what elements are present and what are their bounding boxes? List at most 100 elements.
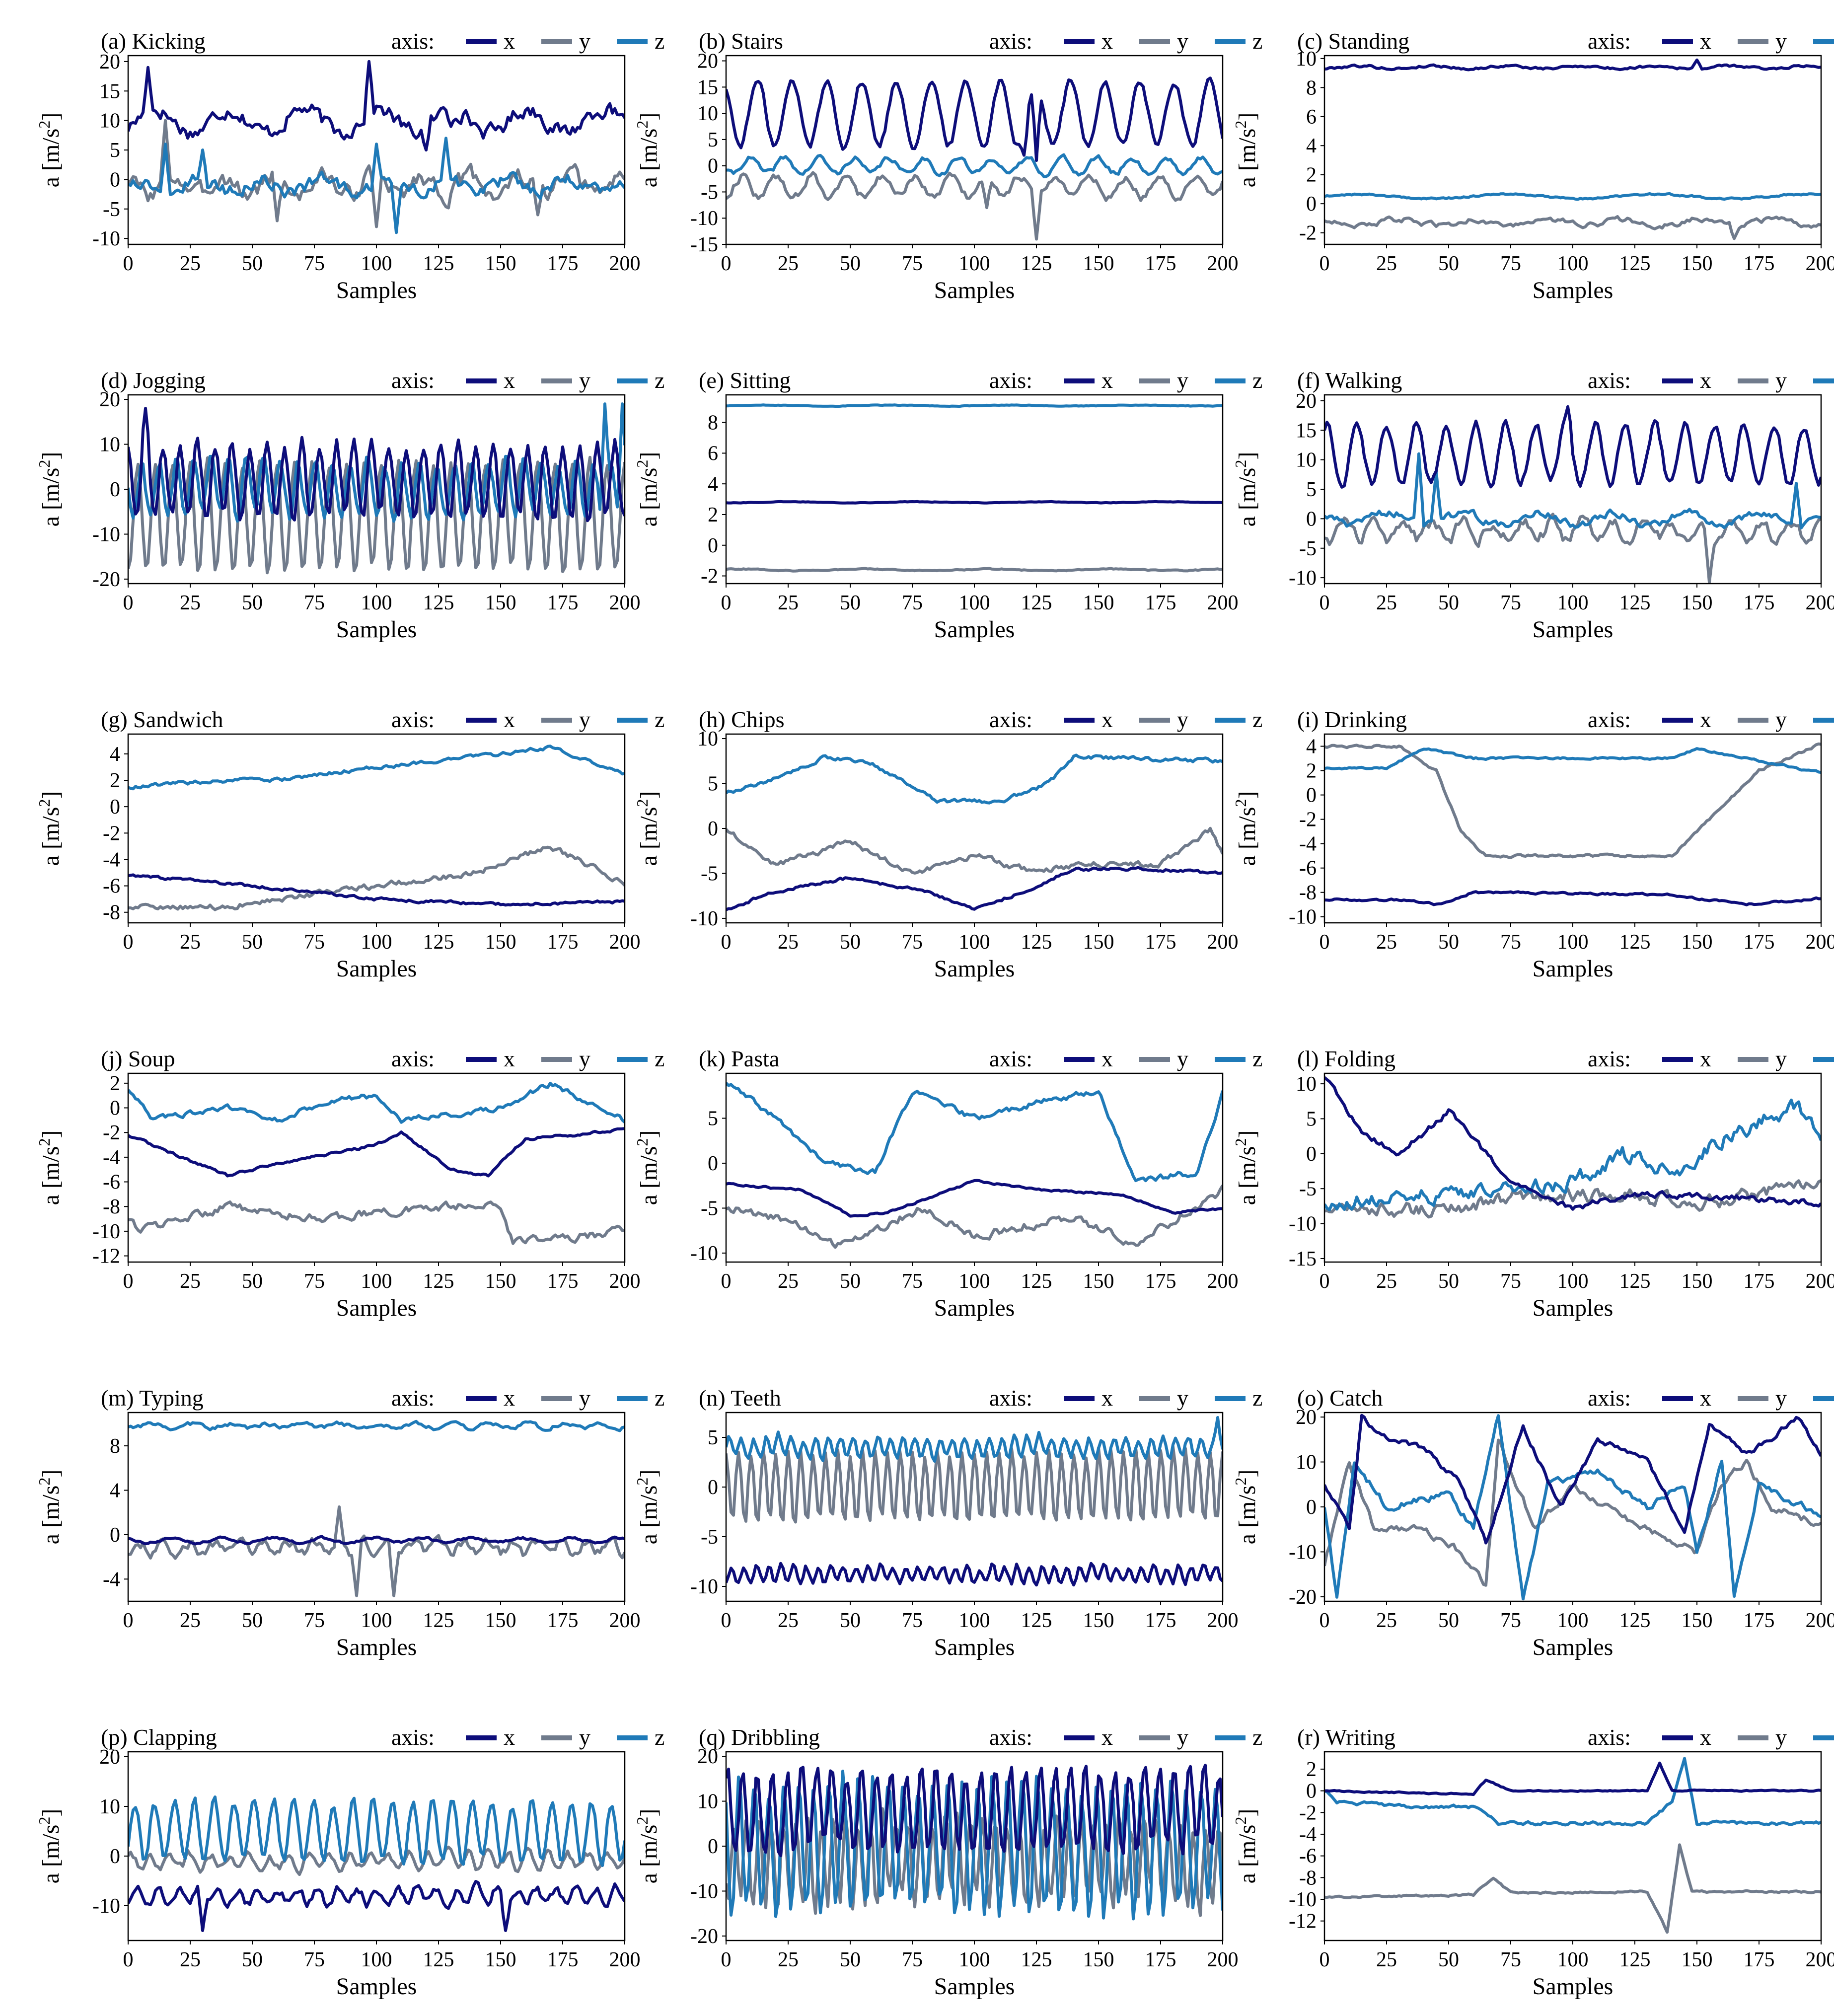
series-group bbox=[726, 1764, 1223, 1921]
subplot-title: (k) Pasta bbox=[699, 1046, 779, 1071]
subplot-title: (b) Stairs bbox=[699, 28, 783, 54]
series-group bbox=[128, 1419, 625, 1597]
legend-entry-x: x bbox=[504, 1046, 515, 1071]
x-tick-label: 150 bbox=[485, 931, 516, 954]
x-tick-label: 175 bbox=[1744, 1948, 1775, 1971]
legend-entry-x: x bbox=[504, 368, 515, 393]
x-axis-label: Samples bbox=[1533, 616, 1614, 643]
x-tick-label: 125 bbox=[1619, 252, 1651, 275]
legend-entry-x: x bbox=[1700, 1724, 1711, 1750]
series-group bbox=[726, 403, 1223, 573]
y-tick-label: -10 bbox=[1289, 567, 1317, 590]
x-tick-label: 200 bbox=[609, 592, 641, 614]
legend: axis:xyz bbox=[1588, 28, 1834, 54]
y-axis-label: a [m/s2] bbox=[633, 1130, 662, 1205]
x-tick-label: 150 bbox=[1083, 592, 1114, 614]
x-tick-label: 200 bbox=[1207, 931, 1239, 954]
series-line-z bbox=[1324, 1757, 1821, 1827]
x-tick-label: 100 bbox=[1557, 592, 1589, 614]
subplot-title: (l) Folding bbox=[1297, 1046, 1395, 1071]
x-tick-label: 0 bbox=[721, 1609, 732, 1632]
legend-label: axis: bbox=[1588, 1385, 1631, 1411]
y-axis-label: a [m/s2] bbox=[633, 452, 662, 527]
x-tick-label: 200 bbox=[1806, 931, 1834, 954]
x-tick-label: 150 bbox=[1083, 252, 1114, 275]
series-line-y bbox=[726, 1185, 1223, 1249]
x-tick-label: 175 bbox=[1145, 252, 1176, 275]
legend-label: axis: bbox=[391, 1385, 435, 1411]
x-tick-label: 25 bbox=[180, 592, 201, 614]
legend-entry-x: x bbox=[1700, 28, 1711, 54]
y-tick-label: -5 bbox=[701, 181, 718, 204]
x-tick-label: 150 bbox=[485, 1948, 516, 1971]
series-line-x bbox=[128, 60, 625, 151]
x-tick-label: 200 bbox=[609, 931, 641, 954]
series-line-y bbox=[1324, 1438, 1821, 1587]
legend-entry-y: y bbox=[1177, 368, 1188, 393]
x-tick-label: 25 bbox=[778, 1948, 799, 1971]
series-line-x bbox=[726, 866, 1223, 911]
x-tick-label: 25 bbox=[1376, 1270, 1397, 1293]
series-line-y bbox=[128, 1200, 625, 1245]
x-tick-label: 25 bbox=[778, 931, 799, 954]
y-tick-label: 0 bbox=[1306, 508, 1317, 530]
legend-entry-z: z bbox=[1252, 707, 1262, 732]
x-tick-label: 200 bbox=[1806, 252, 1834, 275]
x-tick-label: 100 bbox=[959, 1948, 990, 1971]
y-tick-label: 15 bbox=[99, 80, 120, 103]
x-tick-label: 100 bbox=[1557, 1609, 1589, 1632]
x-tick-label: 0 bbox=[123, 1609, 134, 1632]
y-tick-label: 5 bbox=[1306, 1108, 1317, 1130]
y-tick-label: -2 bbox=[701, 565, 718, 588]
x-tick-label: 150 bbox=[1682, 1609, 1713, 1632]
x-axis-label: Samples bbox=[934, 1973, 1015, 2000]
x-tick-label: 125 bbox=[423, 252, 454, 275]
legend-entry-z: z bbox=[655, 28, 664, 54]
axes-frame bbox=[1323, 55, 1822, 245]
legend-label: axis: bbox=[1588, 1046, 1631, 1071]
x-tick-label: 200 bbox=[609, 1948, 641, 1971]
x-tick-label: 0 bbox=[123, 252, 134, 275]
series-line-y bbox=[726, 1445, 1223, 1524]
series-group bbox=[128, 1081, 625, 1245]
legend-label: axis: bbox=[989, 368, 1032, 393]
y-tick-label: -5 bbox=[1299, 537, 1317, 560]
x-tick-label: 100 bbox=[1557, 252, 1589, 275]
x-tick-label: 200 bbox=[1806, 1948, 1834, 1971]
x-tick-label: 50 bbox=[242, 931, 263, 954]
y-tick-label: 10 bbox=[1296, 449, 1317, 472]
x-tick-label: 125 bbox=[423, 1609, 454, 1632]
y-tick-label: -10 bbox=[690, 1575, 718, 1598]
y-axis-label: a [m/s2] bbox=[633, 1470, 662, 1545]
subplot-title: (e) Sitting bbox=[699, 368, 791, 393]
subplot-c: (c) Standingaxis:xyz02550751001251501752… bbox=[1232, 28, 1834, 303]
x-tick-label: 75 bbox=[902, 1270, 923, 1293]
x-tick-label: 75 bbox=[304, 1609, 325, 1632]
x-tick-label: 125 bbox=[1619, 931, 1651, 954]
y-tick-label: -8 bbox=[1299, 882, 1317, 904]
y-tick-label: 5 bbox=[708, 1426, 718, 1449]
series-line-z bbox=[128, 1795, 625, 1867]
x-tick-label: 0 bbox=[1320, 252, 1330, 275]
y-axis-label: a [m/s2] bbox=[35, 1470, 64, 1545]
axes-frame bbox=[1323, 1072, 1822, 1263]
legend-entry-z: z bbox=[655, 1724, 664, 1750]
subplot-e: (e) Sitting axis: x y z0 25 50 75 100 125 150 175 20… bbox=[633, 368, 1262, 643]
series-line-y bbox=[1324, 1843, 1821, 1934]
x-tick-label: 50 bbox=[1438, 1609, 1459, 1632]
legend-entry-y: y bbox=[579, 1046, 590, 1071]
y-axis-label: a [m/s2] bbox=[35, 1130, 64, 1205]
series-group bbox=[726, 753, 1223, 911]
x-tick-label: 150 bbox=[1083, 1948, 1114, 1971]
subplot-title: (n) Teeth bbox=[699, 1385, 781, 1411]
x-tick-label: 0 bbox=[721, 1270, 732, 1293]
y-axis-label: a [m/s2] bbox=[633, 791, 662, 866]
axes-frame bbox=[725, 55, 1224, 245]
y-tick-label: -6 bbox=[103, 1171, 120, 1194]
series-group bbox=[1324, 58, 1821, 240]
x-axis-label: Samples bbox=[934, 1295, 1015, 1321]
subplot-title: (a) Kicking bbox=[101, 28, 206, 54]
legend-entry-x: x bbox=[1700, 707, 1711, 732]
